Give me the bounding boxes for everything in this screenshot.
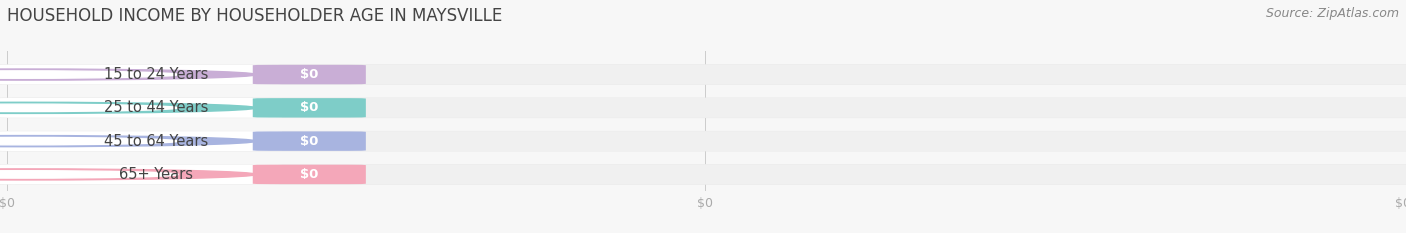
Text: $0: $0: [299, 168, 319, 181]
FancyBboxPatch shape: [252, 131, 1406, 151]
Text: 45 to 64 Years: 45 to 64 Years: [104, 134, 208, 149]
Circle shape: [0, 137, 179, 145]
FancyBboxPatch shape: [0, 164, 1406, 185]
Circle shape: [0, 69, 256, 80]
Text: $0: $0: [299, 135, 319, 148]
FancyBboxPatch shape: [252, 98, 1406, 118]
Text: 15 to 24 Years: 15 to 24 Years: [104, 67, 208, 82]
Circle shape: [0, 171, 179, 178]
FancyBboxPatch shape: [0, 64, 1406, 85]
FancyBboxPatch shape: [0, 65, 283, 84]
FancyBboxPatch shape: [0, 164, 283, 184]
Text: $0: $0: [299, 101, 319, 114]
FancyBboxPatch shape: [253, 98, 366, 118]
FancyBboxPatch shape: [0, 98, 1406, 118]
Text: 25 to 44 Years: 25 to 44 Years: [104, 100, 208, 115]
FancyBboxPatch shape: [253, 131, 366, 151]
FancyBboxPatch shape: [253, 165, 366, 184]
Circle shape: [0, 71, 179, 78]
FancyBboxPatch shape: [253, 65, 366, 84]
FancyBboxPatch shape: [0, 131, 283, 151]
Circle shape: [0, 104, 179, 112]
Text: 65+ Years: 65+ Years: [120, 167, 194, 182]
Circle shape: [0, 169, 256, 180]
FancyBboxPatch shape: [252, 65, 1406, 85]
FancyBboxPatch shape: [0, 98, 283, 118]
FancyBboxPatch shape: [252, 164, 1406, 184]
Text: HOUSEHOLD INCOME BY HOUSEHOLDER AGE IN MAYSVILLE: HOUSEHOLD INCOME BY HOUSEHOLDER AGE IN M…: [7, 7, 502, 25]
Text: $0: $0: [299, 68, 319, 81]
Circle shape: [0, 136, 256, 147]
Circle shape: [0, 102, 256, 113]
Text: Source: ZipAtlas.com: Source: ZipAtlas.com: [1265, 7, 1399, 20]
FancyBboxPatch shape: [0, 131, 1406, 151]
